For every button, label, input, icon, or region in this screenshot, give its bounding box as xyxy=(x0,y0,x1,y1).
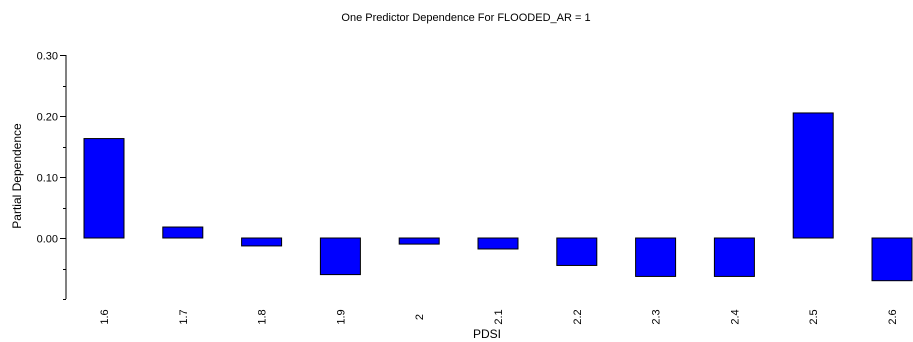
x-tick-label: 2.5 xyxy=(808,309,820,324)
x-tick-label: 1.7 xyxy=(178,309,190,324)
bar xyxy=(398,237,440,245)
x-tick-label: 2.1 xyxy=(493,309,505,324)
bar xyxy=(241,237,283,247)
y-tick-label: 0.30 xyxy=(37,51,58,63)
x-tick-label: 2.6 xyxy=(887,309,899,324)
y-tick-label: 0.20 xyxy=(37,112,58,124)
bar xyxy=(477,237,519,250)
y-tick-label: 0.00 xyxy=(37,234,58,246)
x-tick-label: 1.6 xyxy=(99,309,111,324)
bar xyxy=(162,226,204,239)
bar xyxy=(319,237,361,276)
x-tick-label: 2 xyxy=(414,314,426,320)
x-tick-label: 1.8 xyxy=(257,309,269,324)
x-axis-title: PDSI xyxy=(473,327,501,341)
bar xyxy=(792,112,834,239)
x-tick-label: 1.9 xyxy=(335,309,347,324)
x-tick-label: 2.2 xyxy=(572,309,584,324)
plot-area: 0.00 0.10 0.20 0.30 1.6 1.7 1.8 1.9 2 2.1 2.2 2.3 2.… xyxy=(37,51,913,325)
bar xyxy=(871,237,913,282)
bar xyxy=(556,237,598,266)
bar xyxy=(635,237,677,277)
x-tick-label: 2.4 xyxy=(729,309,741,324)
bar xyxy=(83,138,125,239)
bar xyxy=(713,237,755,277)
chart-title: One Predictor Dependence For FLOODED_AR … xyxy=(341,12,590,24)
y-tick-label: 0.10 xyxy=(37,173,58,185)
x-tick-label: 2.3 xyxy=(651,309,663,324)
y-axis-title: Partial Dependence xyxy=(10,123,24,229)
